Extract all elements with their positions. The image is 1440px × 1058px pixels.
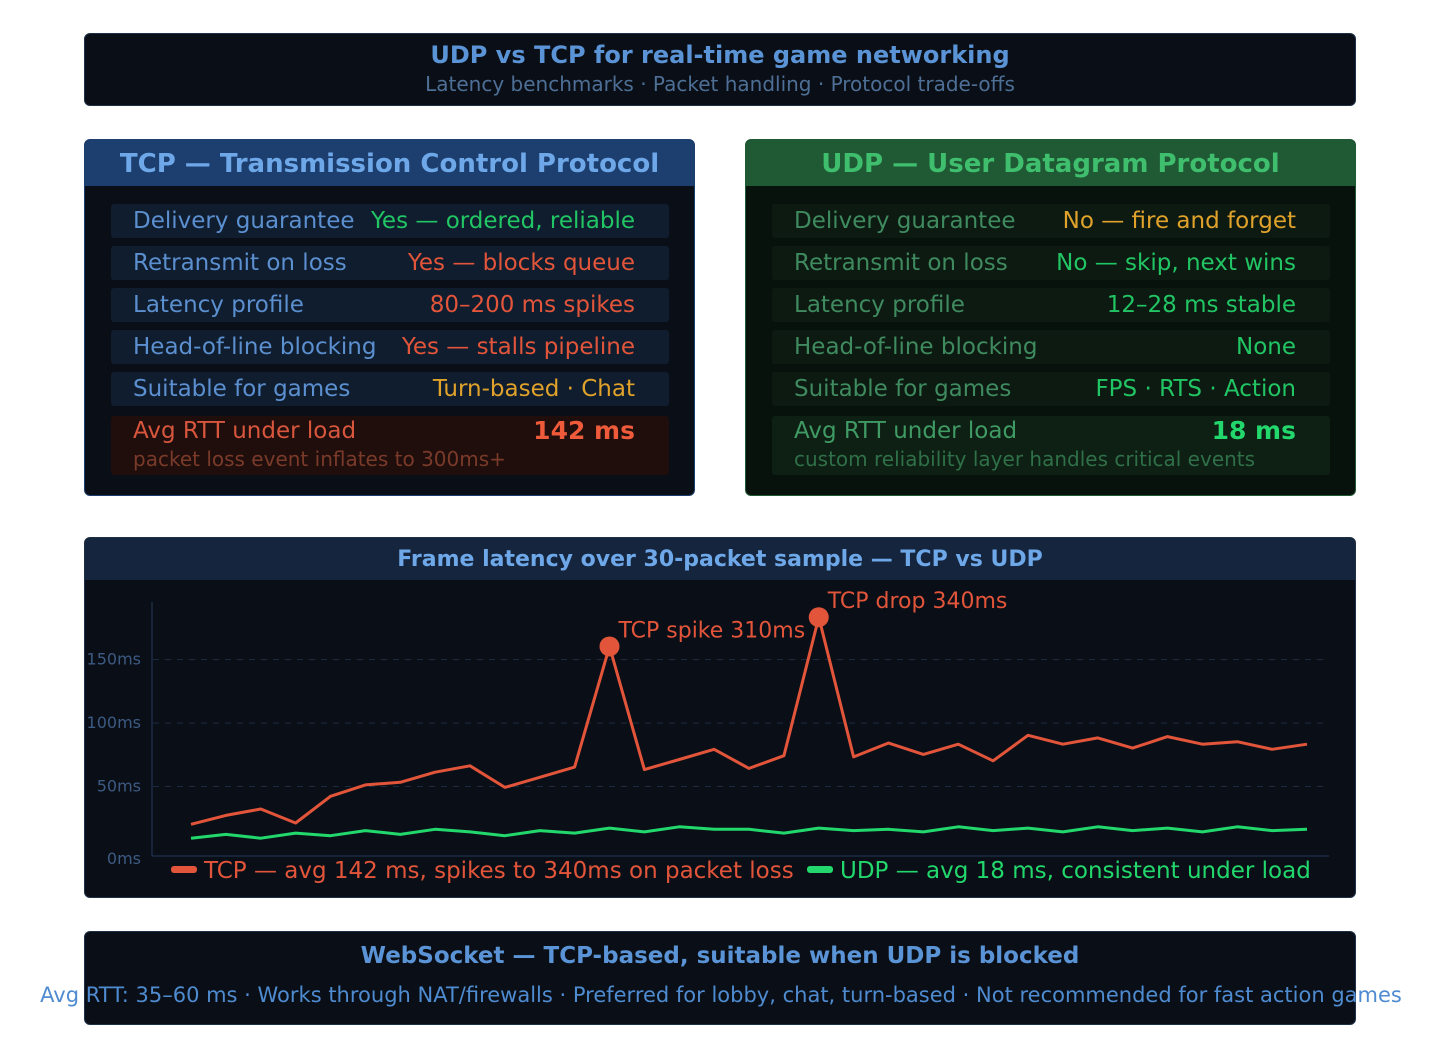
page-title: UDP vs TCP for real-time game networking [430,41,1010,69]
tcp-card: TCP — Transmission Control Protocol Deli… [84,139,695,496]
annotation-label: TCP spike 310ms [618,618,806,643]
udp-legend-label: UDP — avg 18 ms, consistent under load [840,858,1311,884]
websocket-detail: Avg RTT: 35–60 ms · Works through NAT/fi… [40,983,1402,1007]
udp-row: Delivery guarantee No — fire and forget [772,204,1330,238]
tcp-rtt-label: Avg RTT under load [133,418,357,444]
header-banner: UDP vs TCP for real-time game networking… [84,33,1356,106]
udp-row: Retransmit on loss No — skip, next wins [772,246,1330,280]
y-tick-label: 0ms [107,849,141,868]
udp-row: Suitable for games FPS · RTS · Action [772,372,1330,406]
tcp-row-value: Yes — ordered, reliable [370,208,635,234]
latency-chart-panel: 0ms 50ms 100ms 150ms TCP spike 310ms TCP drop… [84,537,1356,898]
udp-row-value: No — skip, next wins [1056,250,1296,276]
udp-row-value: FPS · RTS · Action [1095,376,1296,402]
tcp-card-title: TCP — Transmission Control Protocol [85,140,694,186]
websocket-panel: WebSocket — TCP-based, suitable when UDP… [40,931,1402,1025]
udp-row: Latency profile 12–28 ms stable [772,288,1330,322]
annotation-marker [808,607,829,628]
udp-rtt-note: custom reliability layer handles critica… [794,447,1256,471]
tcp-row-label: Latency profile [133,292,304,318]
tcp-rtt-box: Avg RTT under load 142 ms packet loss ev… [111,416,669,475]
tcp-row-value: Yes — blocks queue [407,250,635,276]
tcp-legend-label: TCP — avg 142 ms, spikes to 340ms on pac… [203,858,794,884]
udp-rtt-value: 18 ms [1211,416,1296,445]
udp-row-label: Retransmit on loss [794,250,1008,276]
udp-card-title: UDP — User Datagram Protocol [746,140,1355,186]
y-tick-label: 100ms [87,713,141,732]
tcp-legend-swatch [171,866,197,873]
udp-row-label: Suitable for games [794,376,1012,402]
tcp-row-value: Yes — stalls pipeline [401,334,635,360]
websocket-title: WebSocket — TCP-based, suitable when UDP… [360,943,1080,969]
chart-title: Frame latency over 30-packet sample — TC… [85,538,1355,580]
udp-row-label: Latency profile [794,292,965,318]
udp-legend-swatch [807,866,833,873]
tcp-series-line [190,615,1308,826]
y-tick-label: 150ms [87,650,141,669]
tcp-row-label: Retransmit on loss [133,250,347,276]
tcp-row-label: Delivery guarantee [133,208,355,234]
udp-row-label: Delivery guarantee [794,208,1016,234]
tcp-row-label: Head-of-line blocking [133,334,377,360]
page-subtitle: Latency benchmarks · Packet handling · P… [425,72,1015,96]
tcp-row-value: 80–200 ms spikes [429,292,635,318]
udp-row-value: No — fire and forget [1062,208,1296,234]
udp-row-label: Head-of-line blocking [794,334,1038,360]
udp-rtt-box: Avg RTT under load 18 ms custom reliabil… [772,416,1330,475]
tcp-row: Retransmit on loss Yes — blocks queue [111,246,669,280]
tcp-row-value: Turn-based · Chat [432,376,635,402]
latency-chart: 0ms 50ms 100ms 150ms TCP spike 310ms TCP drop… [87,589,1329,884]
tcp-row: Suitable for games Turn-based · Chat [111,372,669,406]
tcp-row: Head-of-line blocking Yes — stalls pipeli… [111,330,669,364]
tcp-row-label: Suitable for games [133,376,351,402]
udp-card: UDP — User Datagram Protocol Delivery gu… [745,139,1356,496]
annotation-label: TCP drop 340ms [827,589,1008,614]
tcp-rtt-note: packet loss event inflates to 300ms+ [133,447,506,471]
tcp-rtt-value: 142 ms [533,416,635,445]
udp-rtt-label: Avg RTT under load [794,418,1018,444]
tcp-row: Delivery guarantee Yes — ordered, reliabl… [111,204,669,238]
udp-row-value: 12–28 ms stable [1106,292,1296,318]
udp-row-value: None [1235,334,1296,360]
tcp-row: Latency profile 80–200 ms spikes [111,288,669,322]
annotation-marker [599,636,620,657]
udp-series-line [190,825,1308,840]
y-tick-label: 50ms [97,777,141,796]
udp-row: Head-of-line blocking None [772,330,1330,364]
